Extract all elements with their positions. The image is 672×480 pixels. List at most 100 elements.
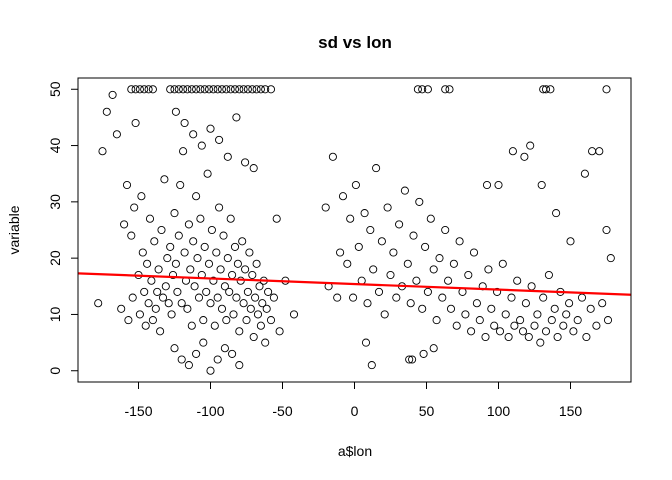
data-point <box>166 242 175 251</box>
data-point <box>203 169 212 178</box>
data-point <box>204 85 214 94</box>
data-point <box>266 316 276 325</box>
data-point <box>199 338 208 347</box>
data-point <box>539 293 548 302</box>
data-point <box>143 259 152 268</box>
data-point <box>248 85 257 94</box>
data-point <box>550 304 559 313</box>
data-point <box>223 152 232 161</box>
data-point <box>249 164 258 173</box>
data-point <box>602 225 611 235</box>
data-point <box>243 287 252 296</box>
data-point <box>233 259 242 268</box>
data-point <box>215 203 224 212</box>
data-point <box>444 276 453 285</box>
data-point <box>441 85 450 94</box>
data-point <box>179 147 188 156</box>
data-point <box>455 237 464 246</box>
data-point <box>141 321 150 330</box>
data-point <box>464 270 473 280</box>
data-point <box>207 225 216 235</box>
data-point <box>187 321 196 330</box>
data-point <box>184 361 193 370</box>
data-point <box>452 321 461 330</box>
data-point <box>230 242 240 251</box>
data-point <box>219 231 228 240</box>
data-point <box>194 293 204 302</box>
data-point <box>552 209 561 218</box>
data-point <box>405 355 414 364</box>
data-point <box>192 85 201 94</box>
data-point <box>423 287 432 296</box>
data-point <box>170 209 179 218</box>
data-point <box>166 85 175 94</box>
data-point <box>475 316 484 325</box>
data-point <box>156 327 165 336</box>
data-point <box>235 361 244 370</box>
x-tick-label: -100 <box>196 403 224 419</box>
data-point <box>602 85 611 94</box>
data-point <box>248 270 257 280</box>
data-point <box>392 293 401 302</box>
data-point <box>553 332 562 342</box>
data-point <box>546 85 555 94</box>
data-point <box>603 316 613 325</box>
data-point <box>239 299 248 308</box>
data-point <box>412 276 421 285</box>
x-axis: -150 -100 -50 0 50 100 150 <box>124 381 582 419</box>
y-tick-label: 10 <box>47 306 63 322</box>
data-point <box>520 152 529 161</box>
data-point <box>501 310 510 319</box>
data-point <box>180 248 189 257</box>
data-point <box>197 141 206 150</box>
y-tick-label: 40 <box>47 138 63 154</box>
plot-frame <box>77 77 632 383</box>
data-point <box>469 248 479 257</box>
data-point <box>228 270 237 280</box>
data-point <box>148 316 157 325</box>
data-point <box>418 85 427 94</box>
data-point <box>253 310 263 319</box>
data-point <box>145 214 155 223</box>
data-point <box>199 316 208 325</box>
data-point <box>168 270 178 280</box>
data-point <box>183 304 192 313</box>
data-point <box>153 287 162 296</box>
data-point <box>238 237 247 246</box>
data-point <box>432 316 441 325</box>
data-point <box>321 203 330 212</box>
data-point <box>122 180 132 190</box>
data-point <box>230 85 240 94</box>
data-point <box>170 344 179 353</box>
data-point <box>177 299 186 308</box>
data-point <box>171 259 180 268</box>
data-point <box>482 180 492 190</box>
data-point <box>372 164 381 173</box>
data-point <box>343 259 352 268</box>
data-point <box>363 299 372 308</box>
data-point <box>243 85 252 94</box>
data-point <box>521 299 530 308</box>
data-point <box>592 321 601 330</box>
data-point <box>177 355 186 364</box>
data-point <box>232 113 241 122</box>
data-point <box>202 287 211 296</box>
data-point <box>461 310 470 319</box>
y-tick-label: 0 <box>47 367 63 375</box>
data-point <box>226 214 235 223</box>
data-point <box>438 293 447 302</box>
data-point <box>228 349 237 358</box>
data-point <box>413 85 422 94</box>
data-point <box>389 248 398 257</box>
data-point <box>367 361 376 370</box>
data-point <box>530 321 539 330</box>
data-point <box>127 231 136 240</box>
data-point <box>180 118 189 128</box>
x-tick-label: 50 <box>419 403 435 419</box>
data-point <box>261 338 270 347</box>
data-point <box>212 248 221 257</box>
data-point <box>289 310 299 319</box>
data-point <box>157 225 166 235</box>
data-point <box>147 276 156 285</box>
data-point <box>112 130 121 139</box>
